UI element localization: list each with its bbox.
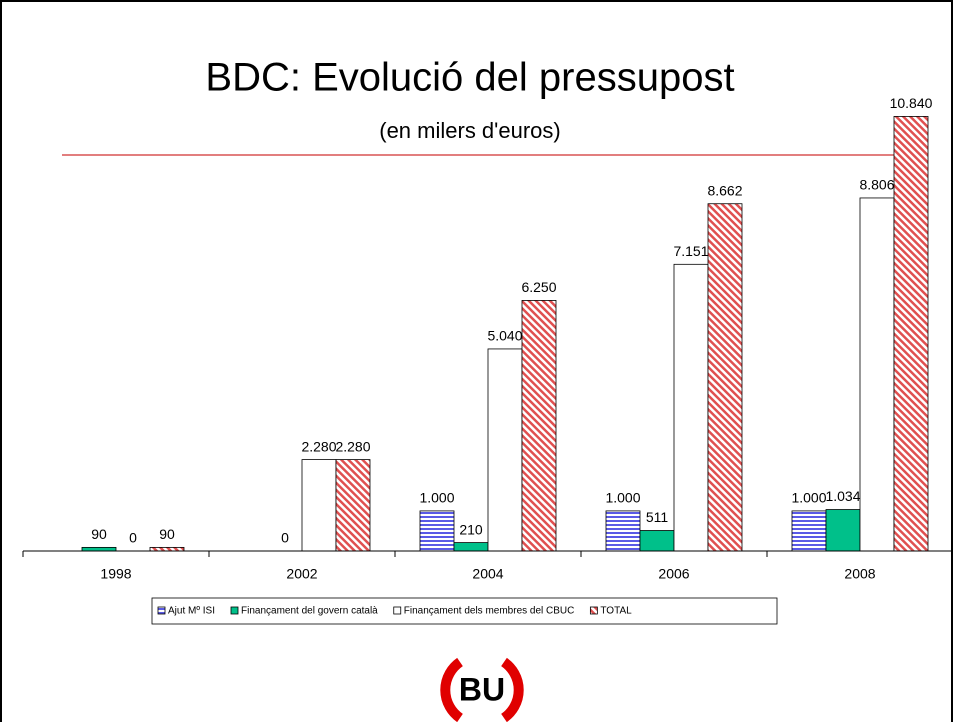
value-label: 90 [91, 526, 107, 542]
bar [825, 509, 861, 552]
bar [149, 546, 185, 552]
legend-swatch [393, 606, 402, 615]
legend-swatch [230, 606, 239, 615]
bar [893, 116, 929, 552]
value-label: 8.806 [859, 177, 894, 193]
bar [673, 263, 709, 552]
bar [859, 197, 895, 552]
value-label: 8.662 [707, 182, 742, 198]
bar [605, 510, 641, 552]
chart-title: BDC: Evolució del pressupost [205, 56, 734, 100]
bar [639, 530, 675, 552]
value-label: 1.034 [825, 488, 860, 504]
value-label: 7.151 [673, 243, 708, 259]
bar [81, 546, 117, 552]
bar [419, 510, 455, 552]
value-label: 2.280 [335, 438, 370, 454]
legend-swatch [157, 606, 166, 615]
bar [301, 459, 337, 552]
value-label: 511 [646, 509, 669, 525]
legend-box [151, 597, 778, 625]
bar [707, 203, 743, 552]
value-label: 1.000 [419, 490, 454, 506]
bar [335, 459, 371, 552]
x-tick-label: 1998 [100, 566, 131, 582]
bar [487, 348, 523, 552]
value-label: 10.840 [890, 95, 933, 111]
value-label: 1.000 [605, 490, 640, 506]
value-label: 5.040 [487, 328, 522, 344]
legend-label: Ajut Mº ISI [168, 606, 215, 617]
x-tick-label: 2004 [472, 566, 503, 582]
bar [791, 510, 827, 552]
value-label: 1.000 [791, 490, 826, 506]
legend-swatch [589, 606, 598, 615]
legend-label: Finançament dels membres del CBUC [404, 606, 575, 617]
value-label: 0 [129, 530, 137, 546]
legend-label: Finançament del govern català [241, 606, 378, 617]
bar [521, 300, 557, 552]
x-tick-label: 2002 [286, 566, 317, 582]
value-label: 6.250 [521, 279, 556, 295]
chart-subtitle: (en milers d'euros) [379, 118, 560, 143]
value-label: 0 [281, 530, 289, 546]
value-label: 90 [159, 526, 175, 542]
value-label: 2.280 [301, 438, 336, 454]
legend-label: TOTAL [600, 606, 632, 617]
x-tick-label: 2008 [844, 566, 875, 582]
x-tick-label: 2006 [658, 566, 689, 582]
logo-text: BU [459, 671, 505, 707]
logo: BU [440, 657, 524, 722]
value-label: 210 [459, 521, 483, 537]
bar [453, 542, 489, 552]
